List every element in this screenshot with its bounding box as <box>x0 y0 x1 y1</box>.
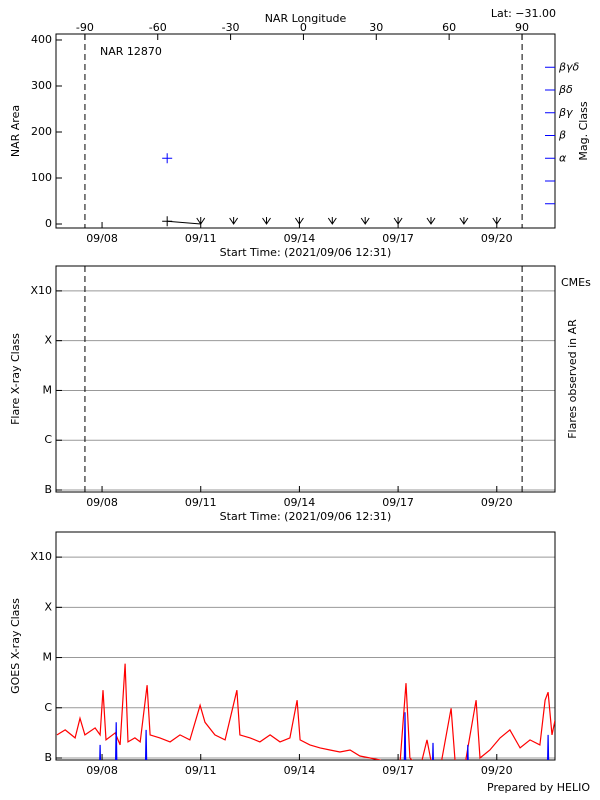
x-tick-label: 09/20 <box>481 496 513 509</box>
x-tick-label: 09/14 <box>284 232 316 245</box>
x-axis-title: Start Time: (2021/09/06 12:31) <box>220 246 392 259</box>
plot-frame <box>55 265 556 493</box>
y-tick-label: 300 <box>31 79 52 92</box>
y2-tick-label: βδ <box>558 83 573 96</box>
footer: Prepared by HELIO <box>487 781 590 794</box>
plot-frame <box>55 531 556 761</box>
x2-tick-label: 60 <box>442 21 456 34</box>
y2-tick-label: βγδ <box>558 60 580 73</box>
x2-tick-label: -30 <box>222 21 240 34</box>
x-tick-label: 09/17 <box>382 496 414 509</box>
x2-tick-label: -60 <box>149 21 167 34</box>
point <box>229 216 239 225</box>
y-tick-label: M <box>43 383 53 396</box>
x-tick-label: 09/08 <box>86 232 118 245</box>
chart-title: NAR 12870 <box>100 45 162 58</box>
point <box>162 153 173 164</box>
y-tick-label: X <box>44 334 52 347</box>
y-tick-label: 100 <box>31 171 52 184</box>
x-tick-label: 09/17 <box>382 232 414 245</box>
x2-tick-label: 30 <box>369 21 383 34</box>
point <box>492 216 502 225</box>
y-tick-label: B <box>44 751 52 764</box>
y2-tick-label: α <box>559 151 567 164</box>
chart-subtitle: Lat: −31.00 <box>491 7 556 20</box>
point <box>162 216 173 227</box>
point <box>459 216 469 225</box>
y2-tick-label: βγ <box>558 106 573 119</box>
point <box>426 216 436 225</box>
x-tick-label: 09/14 <box>284 496 316 509</box>
point <box>393 216 403 225</box>
y-axis-title: GOES X-ray Class <box>9 598 22 694</box>
x-tick-label: 09/11 <box>185 764 217 777</box>
x-tick-label: 09/11 <box>185 496 217 509</box>
x-tick-label: 09/20 <box>481 232 513 245</box>
y-tick-label: B <box>44 483 52 496</box>
point <box>262 216 271 225</box>
y-tick-label: C <box>44 433 52 446</box>
x-tick-label: 09/11 <box>185 232 217 245</box>
x-tick-label: 09/17 <box>382 764 414 777</box>
x2-axis-title: NAR Longitude <box>265 12 347 25</box>
point <box>294 216 304 225</box>
y-tick-label: M <box>43 651 53 664</box>
y-tick-label: 200 <box>31 125 52 138</box>
x-tick-label: 09/08 <box>86 764 118 777</box>
y2-axis-title: Flares observed in AR <box>566 319 579 439</box>
point <box>360 216 370 225</box>
plot-frame <box>55 33 556 229</box>
y2-axis-title: Mag. Class <box>577 101 590 160</box>
x2-tick-label: -90 <box>76 21 94 34</box>
y-axis-title: Flare X-ray Class <box>9 333 22 425</box>
x-tick-label: 09/08 <box>86 496 118 509</box>
y-tick-label: X10 <box>30 550 52 563</box>
series-line <box>99 712 550 760</box>
y-tick-label: 400 <box>31 33 52 46</box>
y-tick-label: 0 <box>45 217 52 230</box>
series-line <box>56 663 555 760</box>
y2-tick-label: β <box>558 129 566 142</box>
x-tick-label: 09/20 <box>481 764 513 777</box>
point <box>327 216 337 225</box>
x2-tick-label: 90 <box>515 21 529 34</box>
annotation: CMEs <box>561 276 591 289</box>
y-tick-label: X <box>44 600 52 613</box>
x-tick-label: 09/14 <box>284 764 316 777</box>
y-tick-label: C <box>44 701 52 714</box>
series-segment <box>167 220 201 225</box>
point <box>196 216 206 225</box>
y-tick-label: X10 <box>30 284 52 297</box>
y-axis-title: NAR Area <box>9 105 22 157</box>
x2-tick-label: 0 <box>300 21 307 34</box>
x-axis-title: Start Time: (2021/09/06 12:31) <box>220 510 392 523</box>
